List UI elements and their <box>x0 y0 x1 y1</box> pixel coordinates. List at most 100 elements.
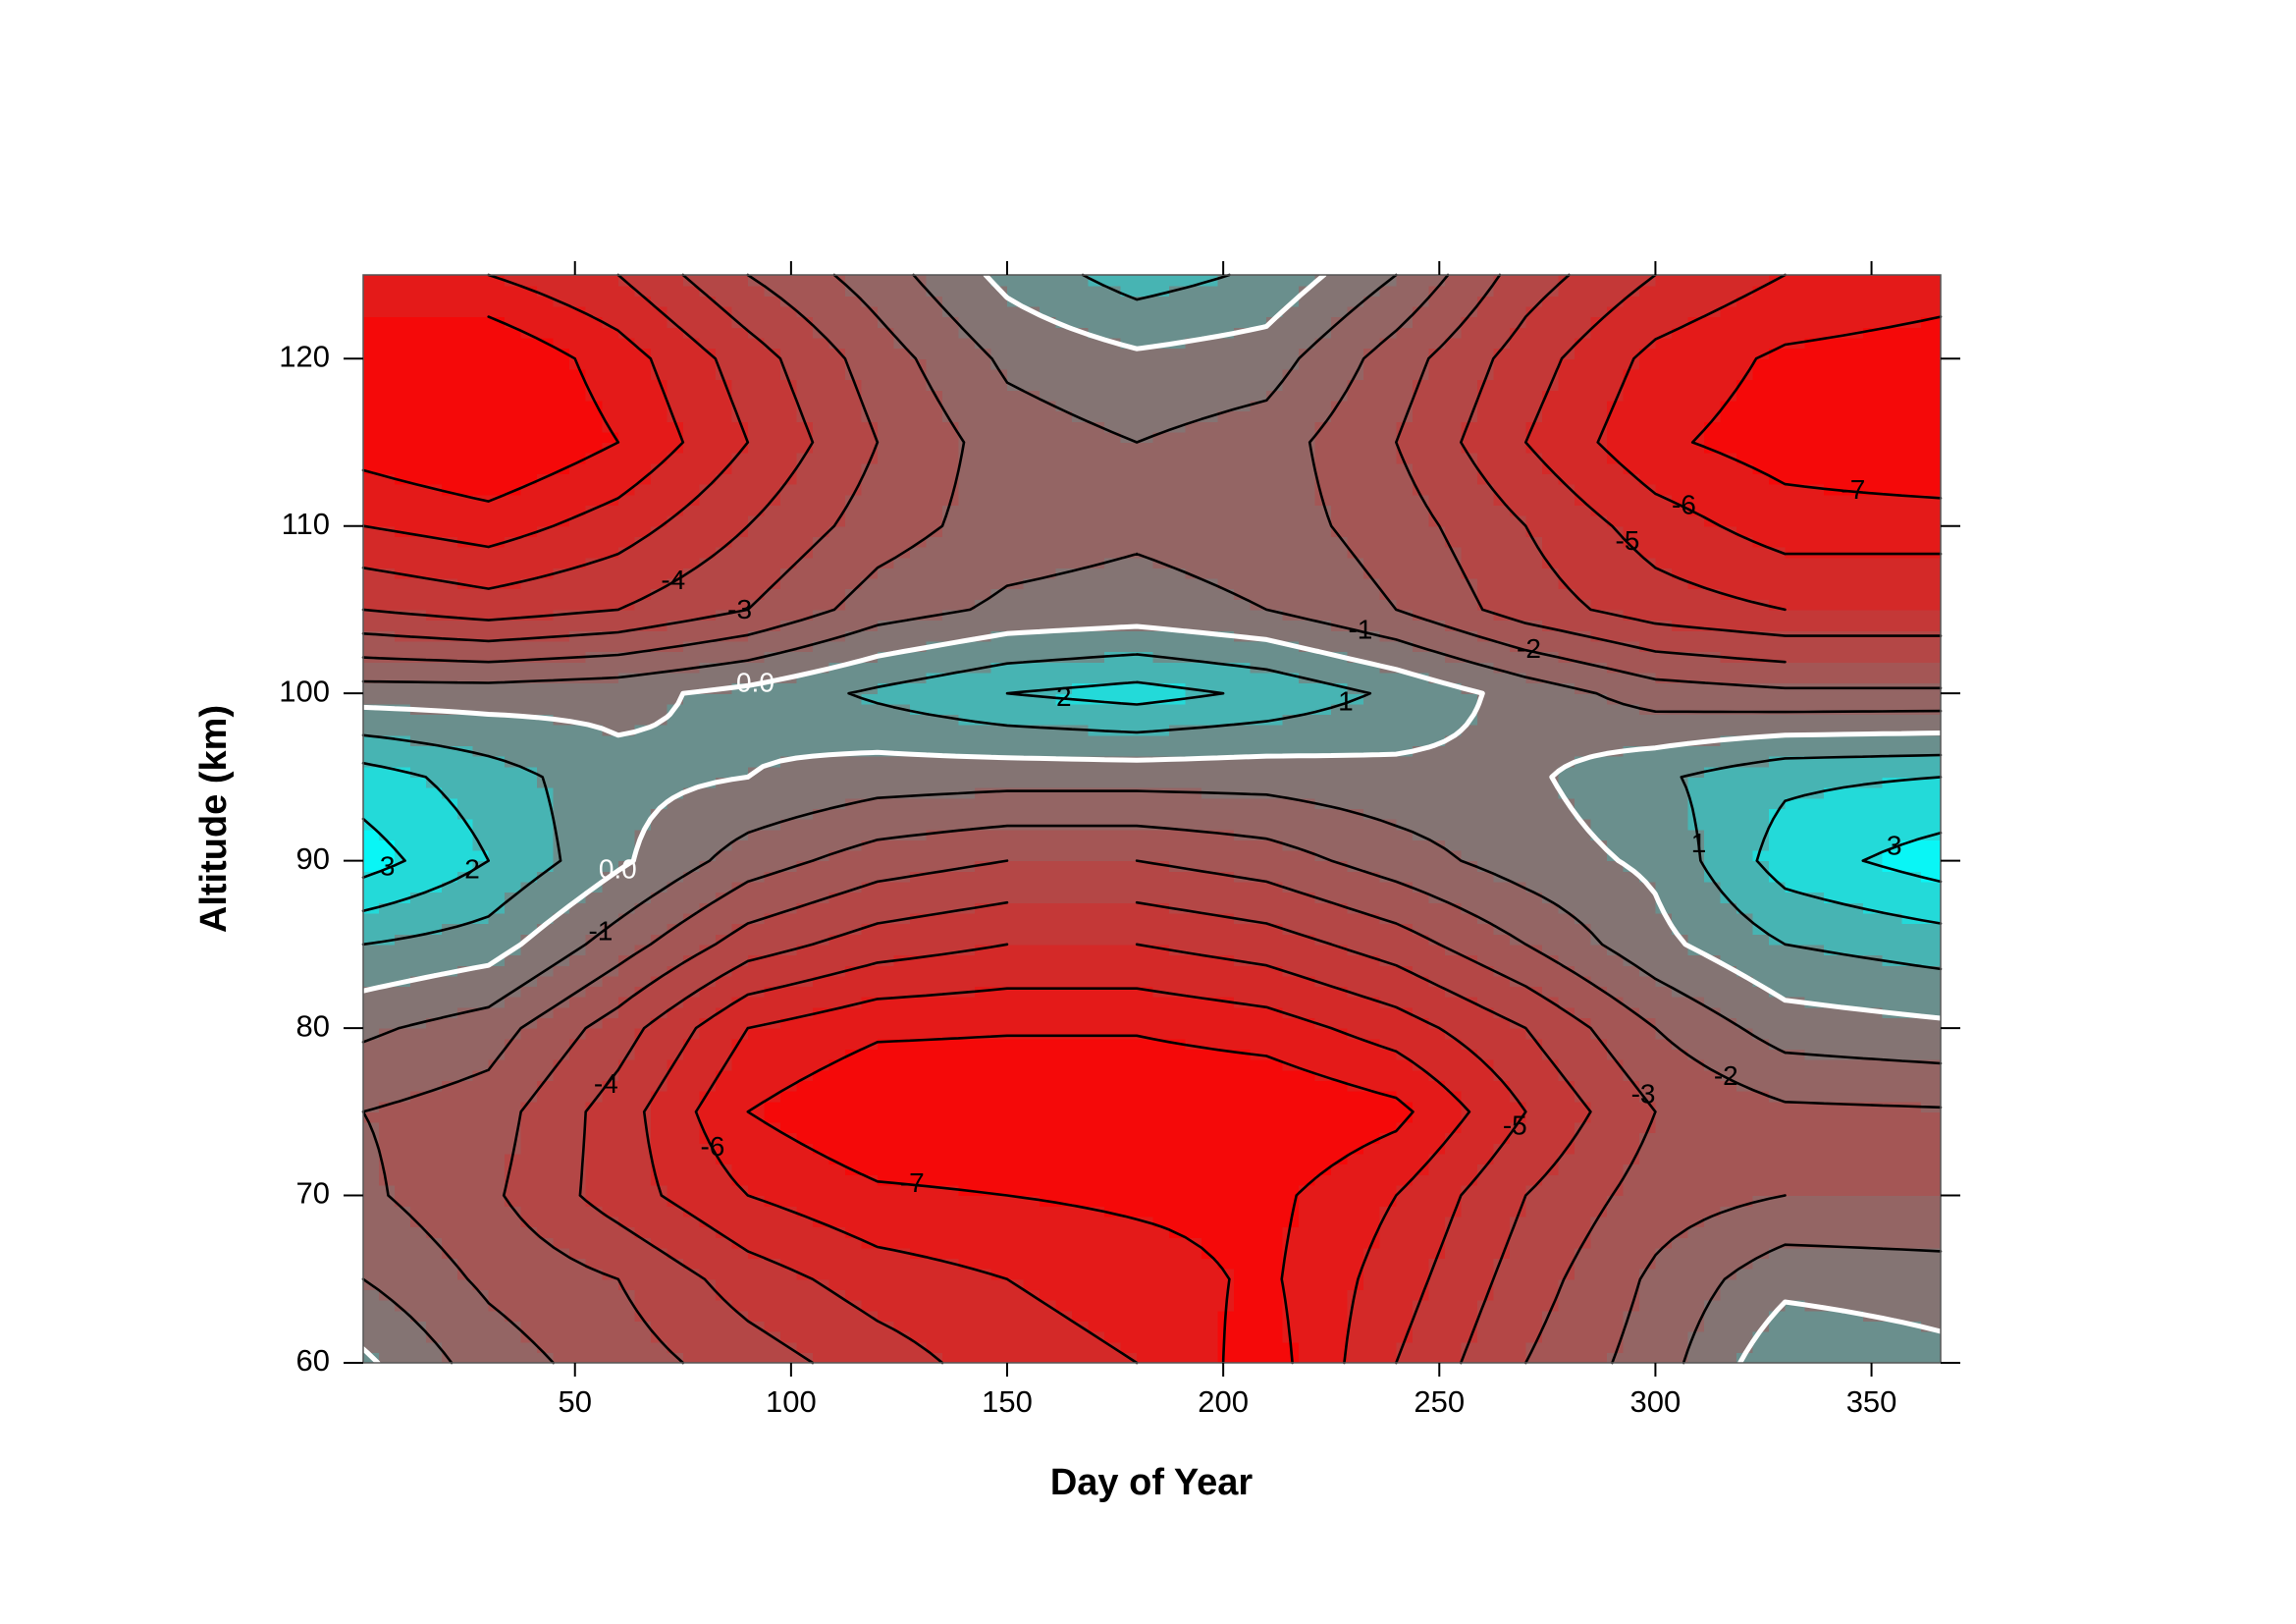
contour-cell <box>779 849 797 862</box>
contour-cell <box>378 1195 396 1207</box>
contour-cell <box>1768 997 1787 1008</box>
contour-cell <box>1752 1028 1770 1040</box>
contour-cell <box>1541 986 1559 998</box>
contour-cell <box>861 944 879 956</box>
contour-cell <box>585 1091 603 1103</box>
contour-cell <box>1169 1080 1187 1092</box>
contour-cell <box>1541 1153 1559 1165</box>
contour-cell <box>844 849 863 862</box>
contour-cell <box>1088 934 1105 946</box>
contour-cell <box>585 797 603 809</box>
contour-cell <box>1623 954 1640 966</box>
contour-cell <box>1921 871 1942 883</box>
contour-cell <box>1842 1091 1864 1103</box>
contour-cell <box>1574 1069 1591 1081</box>
contour-cell <box>1623 1121 1640 1134</box>
contour-cell <box>520 1006 538 1019</box>
contour-cell <box>425 1006 443 1019</box>
contour-cell <box>926 1028 943 1040</box>
contour-cell <box>1735 871 1754 883</box>
contour-cell <box>488 1132 506 1144</box>
contour-cell <box>1363 1059 1381 1071</box>
contour-cell <box>488 860 506 872</box>
contour-cell <box>650 1121 667 1134</box>
contour-cell <box>1185 860 1202 872</box>
contour-cell <box>877 1310 895 1322</box>
contour-cell <box>747 1121 765 1134</box>
contour-cell <box>958 923 976 935</box>
contour-cell <box>617 1321 635 1332</box>
contour-cell <box>731 1331 749 1343</box>
contour-cell <box>1461 965 1478 977</box>
contour-cell <box>585 902 603 914</box>
contour-cell <box>1023 923 1041 935</box>
contour-cell <box>877 787 895 799</box>
contour-cell <box>893 881 911 893</box>
contour-cell <box>1785 1059 1805 1071</box>
contour-cell <box>650 1289 667 1301</box>
contour-cell <box>1396 1132 1414 1144</box>
contour-cell <box>990 860 1008 872</box>
contour-cell <box>812 849 829 862</box>
contour-cell <box>505 1069 522 1081</box>
contour-cell <box>1055 1091 1073 1103</box>
contour-cell <box>926 871 943 883</box>
contour-cell <box>1541 1206 1559 1218</box>
contour-cell <box>828 1195 846 1207</box>
contour-cell <box>1120 881 1138 893</box>
contour-cell <box>1655 944 1673 956</box>
contour-cell <box>441 1038 458 1050</box>
contour-cell <box>394 1247 411 1260</box>
contour-cell <box>505 1226 522 1238</box>
contour-cell <box>472 1069 490 1081</box>
contour-cell <box>699 1310 717 1322</box>
contour-cell <box>828 1132 846 1144</box>
contour-cell <box>909 1247 928 1260</box>
contour-cell <box>1152 975 1170 988</box>
contour-cell <box>1525 860 1543 872</box>
contour-cell <box>1509 860 1526 872</box>
contour-cell <box>861 892 879 903</box>
contour-cell <box>1072 839 1090 851</box>
contour-cell <box>861 881 879 893</box>
contour-cell <box>520 849 538 862</box>
contour-cell <box>1720 1195 1737 1207</box>
contour-cell <box>553 1321 570 1332</box>
contour-cell <box>1040 1289 1057 1301</box>
contour-cell <box>1703 1059 1722 1071</box>
contour-cell <box>1720 1059 1737 1071</box>
contour-cell <box>378 1143 396 1155</box>
contour-cell <box>1314 860 1332 872</box>
contour-cell <box>941 965 960 977</box>
contour-cell <box>1023 1206 1041 1218</box>
contour-cell <box>1217 1216 1235 1228</box>
contour-cell <box>1266 1006 1284 1019</box>
contour-cell <box>1606 1269 1624 1280</box>
contour-cell <box>764 1080 781 1092</box>
contour-cell <box>1921 997 1942 1008</box>
contour-cell <box>1842 954 1864 966</box>
contour-cell <box>520 777 538 788</box>
contour-cell <box>1104 1269 1122 1280</box>
contour-cell <box>409 797 427 809</box>
contour-cell <box>1040 965 1057 977</box>
contour-cell <box>1882 1226 1902 1238</box>
contour-cell <box>1201 1174 1219 1186</box>
contour-cell <box>877 1300 895 1312</box>
contour-cell <box>1299 1091 1316 1103</box>
contour-cell <box>1072 819 1090 831</box>
contour-cell <box>602 1195 619 1207</box>
contour-cell <box>1379 1216 1397 1228</box>
contour-cell <box>553 986 570 998</box>
contour-cell <box>1299 912 1316 925</box>
contour-cell <box>1476 1028 1494 1040</box>
contour-cell <box>1461 1174 1478 1186</box>
contour-cell <box>1428 1226 1446 1238</box>
contour-cell <box>1299 1017 1316 1029</box>
contour-cell <box>1824 871 1844 883</box>
contour-cell <box>812 1038 829 1050</box>
contour-cell <box>1104 954 1122 966</box>
contour-cell <box>409 1278 427 1291</box>
contour-cell <box>1655 1143 1673 1155</box>
contour-cell <box>1623 1184 1640 1197</box>
